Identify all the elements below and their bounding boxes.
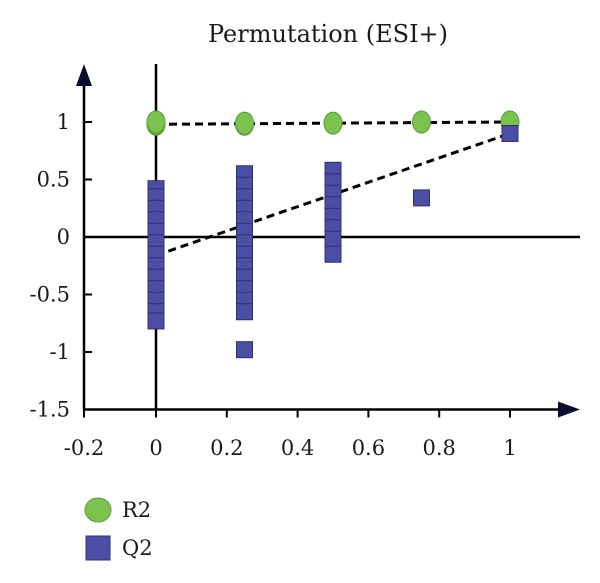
x-tick-label: 0.8 — [422, 436, 455, 460]
point-r2 — [235, 111, 254, 135]
point-q2 — [236, 341, 253, 359]
point-q2 — [324, 230, 342, 248]
legend: R2 Q2 — [84, 497, 153, 561]
x-tick-label: -0.2 — [64, 436, 105, 460]
legend-label-r2: R2 — [122, 498, 151, 522]
y-tick-label: -1 — [50, 340, 70, 364]
legend-marker-q2 — [85, 535, 111, 561]
x-tick-label: 0 — [149, 436, 162, 460]
point-q2 — [501, 125, 519, 142]
point-q2 — [147, 312, 165, 330]
chart-title: Permutation (ESI+) — [208, 20, 448, 48]
x-tick-label: 0.4 — [281, 436, 314, 460]
y-axis-arrow — [76, 64, 92, 86]
y-tick-label: 0.5 — [37, 168, 70, 192]
y-tick-label: -1.5 — [30, 398, 71, 422]
trend-line-r2 — [155, 120, 511, 126]
point-r2 — [412, 110, 431, 134]
x-axis-arrow — [558, 401, 580, 418]
point-r2 — [146, 110, 166, 134]
x-tick-label: 1 — [503, 436, 516, 460]
y-tick-label: -0.5 — [30, 283, 71, 307]
data-marks — [146, 110, 520, 359]
point-r2 — [323, 111, 343, 135]
legend-label-q2: Q2 — [122, 536, 153, 560]
point-q2 — [324, 245, 342, 263]
y-tick-label: 1 — [57, 110, 70, 134]
x-tick-label: 0.6 — [352, 436, 385, 460]
point-q2 — [413, 189, 430, 207]
legend-marker-r2 — [84, 497, 112, 523]
point-q2 — [236, 303, 253, 321]
x-tick-label: 0.2 — [210, 436, 243, 460]
y-tick-label: 0 — [57, 225, 70, 249]
